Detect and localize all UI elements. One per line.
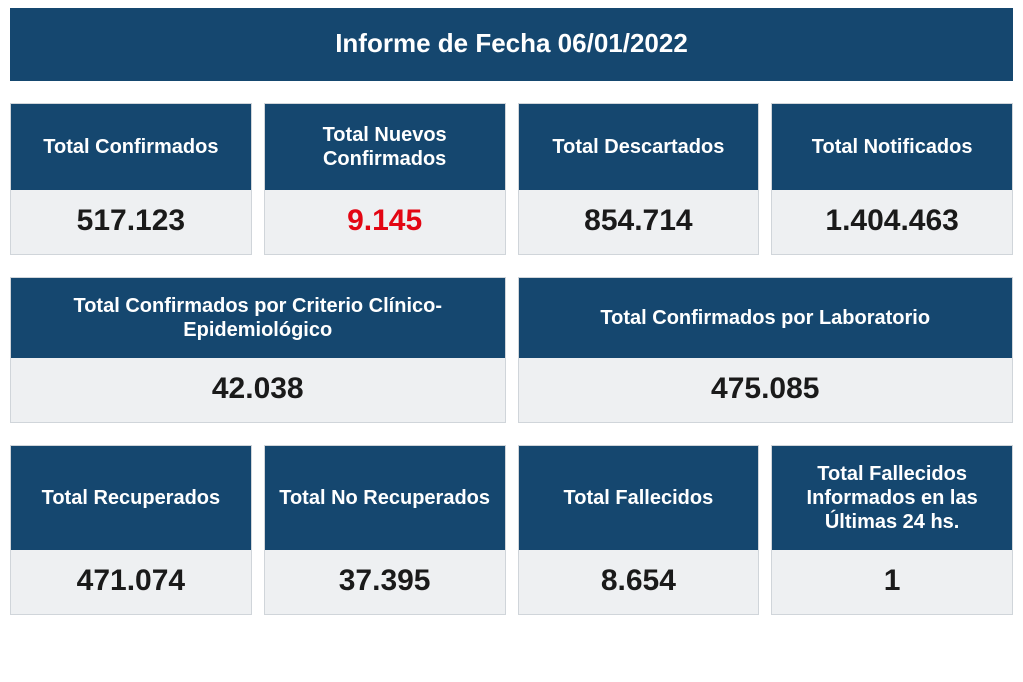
stat-card-label: Total Nuevos Confirmados: [265, 104, 505, 190]
stat-card-value: 1.404.463: [772, 190, 1012, 254]
stat-card: Total Nuevos Confirmados9.145: [264, 103, 506, 255]
report-title: Informe de Fecha 06/01/2022: [10, 8, 1013, 81]
stat-card-value: 517.123: [11, 190, 251, 254]
stat-card-label: Total Fallecidos: [519, 446, 759, 550]
stats-row-1: Total Confirmados517.123Total Nuevos Con…: [10, 103, 1013, 255]
stat-card-label: Total Descartados: [519, 104, 759, 190]
stat-card-value: 8.654: [519, 550, 759, 614]
stat-card-label: Total Confirmados por Laboratorio: [519, 278, 1013, 358]
stat-card-label: Total Fallecidos Informados en las Últim…: [772, 446, 1012, 550]
stat-card-value: 475.085: [519, 358, 1013, 422]
stat-card: Total Confirmados por Laboratorio475.085: [518, 277, 1014, 423]
stat-card: Total Descartados854.714: [518, 103, 760, 255]
stat-card-label: Total Notificados: [772, 104, 1012, 190]
stat-card-value: 42.038: [11, 358, 505, 422]
stat-card: Total Fallecidos8.654: [518, 445, 760, 615]
stat-card-label: Total Confirmados: [11, 104, 251, 190]
stat-card: Total Recuperados471.074: [10, 445, 252, 615]
stat-card-label: Total Recuperados: [11, 446, 251, 550]
stat-card: Total No Recuperados37.395: [264, 445, 506, 615]
stat-card: Total Notificados1.404.463: [771, 103, 1013, 255]
stat-card: Total Confirmados517.123: [10, 103, 252, 255]
stat-card-value: 1: [772, 550, 1012, 614]
stat-card-label: Total Confirmados por Criterio Clínico-E…: [11, 278, 505, 358]
stat-card-label: Total No Recuperados: [265, 446, 505, 550]
stat-card-value: 854.714: [519, 190, 759, 254]
stats-row-3: Total Recuperados471.074Total No Recuper…: [10, 445, 1013, 615]
stat-card-value: 9.145: [265, 190, 505, 254]
stat-card: Total Confirmados por Criterio Clínico-E…: [10, 277, 506, 423]
stat-card-value: 471.074: [11, 550, 251, 614]
stat-card-value: 37.395: [265, 550, 505, 614]
stats-row-2: Total Confirmados por Criterio Clínico-E…: [10, 277, 1013, 423]
stat-card: Total Fallecidos Informados en las Últim…: [771, 445, 1013, 615]
